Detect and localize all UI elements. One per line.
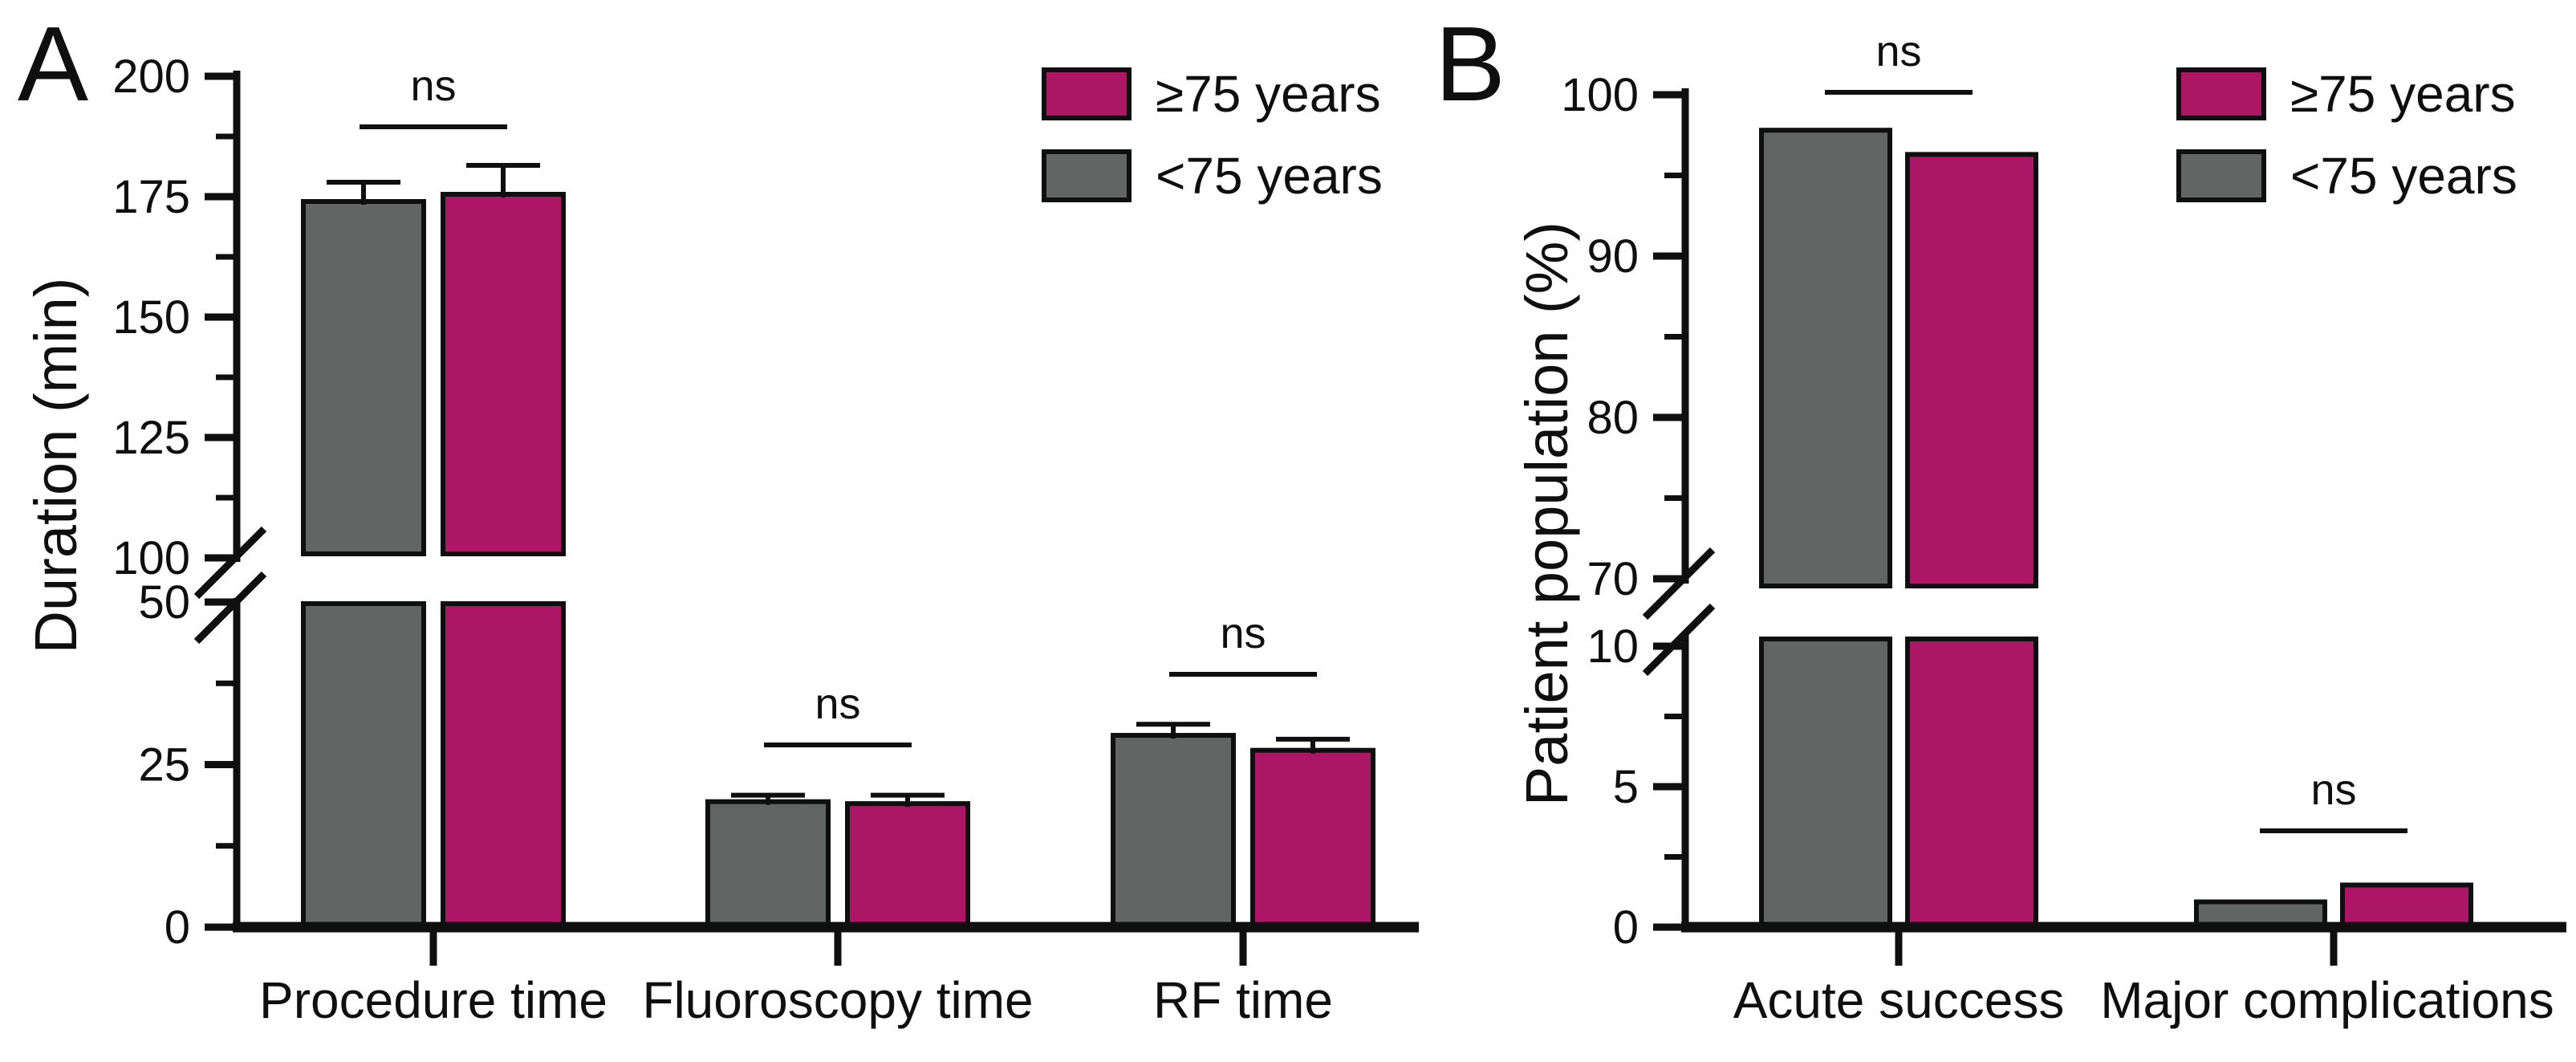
category-label: Major complications [2100,971,2554,1029]
category-label: RF time [1153,971,1333,1029]
legend-label-ge75: ≥75 years [2290,65,2516,123]
legend-label-lt75: <75 years [1156,147,1383,205]
category-label: Acute success [1733,971,2065,1029]
y-tick-label: 100 [112,532,190,584]
panel-a-legend: ≥75 years <75 years [1042,67,1383,202]
bar-segment [2340,882,2473,930]
y-tick-label: 150 [112,291,190,344]
panel-b-label: B [1435,5,1506,123]
y-tick-label: 0 [165,901,190,954]
bar-segment [1111,733,1236,930]
y-tick-label: 125 [112,412,190,464]
legend-swatch-ge75 [2176,67,2266,120]
significance-label: ns [815,680,860,728]
panel-b-y-axis-title: Patient population (%) [1514,221,1580,807]
bar-segment [441,192,566,556]
legend-item-lt75: <75 years [1042,149,1383,202]
bar-segment [301,199,426,556]
bar-segment [705,799,831,930]
y-tick-label: 90 [1587,230,1639,283]
y-tick-label: 10 [1587,621,1639,673]
y-tick-label: 0 [1613,901,1639,954]
bar-segment [1759,128,1892,589]
axis-break-slash [1642,547,1716,621]
legend-label-ge75: ≥75 years [1156,65,1381,123]
significance-label: ns [1875,27,1921,75]
category-label: Procedure time [259,971,607,1029]
bar-segment [1250,747,1375,930]
legend-item-lt75: <75 years [2176,149,2517,202]
bar-segment [845,801,970,930]
legend-swatch-ge75 [1042,67,1132,120]
significance-label: ns [1220,609,1266,657]
significance-label: ns [410,62,456,110]
y-tick-label: 70 [1587,553,1639,605]
y-tick-label: 80 [1587,392,1639,444]
axis-break-slash [193,526,267,600]
axis-break-slash [1642,603,1716,677]
category-label: Fluoroscopy time [642,971,1033,1029]
legend-swatch-lt75 [1042,149,1132,202]
panel-a-label: A [18,5,89,123]
panel-a-y-axis-title: Duration (min) [22,277,89,654]
y-tick-label: 5 [1613,761,1639,813]
legend-label-lt75: <75 years [2290,147,2517,205]
y-tick-label: 100 [1561,69,1639,121]
bar-segment [441,601,566,930]
panel-b-legend: ≥75 years <75 years [2176,67,2517,202]
y-tick-label: 200 [112,51,190,103]
y-tick-label: 50 [138,576,190,629]
legend-item-ge75: ≥75 years [1042,67,1383,120]
y-tick-label: 25 [138,739,190,791]
bar-segment [301,601,426,930]
y-tick-label: 175 [112,171,190,223]
legend-item-ge75: ≥75 years [2176,67,2517,120]
significance-label: ns [2310,766,2356,814]
legend-swatch-lt75 [2176,149,2266,202]
bar-segment [1905,637,2038,930]
bar-segment [1905,152,2038,588]
bar-segment [1759,637,1892,930]
axis-break-slash [193,571,267,645]
